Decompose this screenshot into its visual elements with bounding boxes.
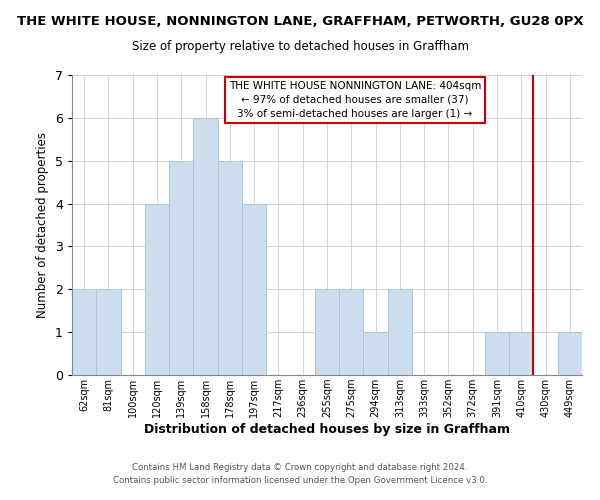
X-axis label: Distribution of detached houses by size in Graffham: Distribution of detached houses by size … [144, 423, 510, 436]
Text: Contains HM Land Registry data © Crown copyright and database right 2024.
Contai: Contains HM Land Registry data © Crown c… [113, 464, 487, 485]
Text: Size of property relative to detached houses in Graffham: Size of property relative to detached ho… [131, 40, 469, 53]
Bar [218, 160, 242, 375]
Bar [169, 160, 193, 375]
Bar [96, 290, 121, 375]
Y-axis label: Number of detached properties: Number of detached properties [37, 132, 49, 318]
Text: THE WHITE HOUSE NONNINGTON LANE: 404sqm
← 97% of detached houses are smaller (37: THE WHITE HOUSE NONNINGTON LANE: 404sqm … [229, 81, 481, 119]
Bar [242, 204, 266, 375]
Bar [485, 332, 509, 375]
Bar [558, 332, 582, 375]
Bar [364, 332, 388, 375]
Text: THE WHITE HOUSE, NONNINGTON LANE, GRAFFHAM, PETWORTH, GU28 0PX: THE WHITE HOUSE, NONNINGTON LANE, GRAFFH… [17, 15, 583, 28]
Bar [72, 290, 96, 375]
Bar [388, 290, 412, 375]
Bar [315, 290, 339, 375]
Bar [145, 204, 169, 375]
Bar [509, 332, 533, 375]
Bar [193, 118, 218, 375]
Bar [339, 290, 364, 375]
